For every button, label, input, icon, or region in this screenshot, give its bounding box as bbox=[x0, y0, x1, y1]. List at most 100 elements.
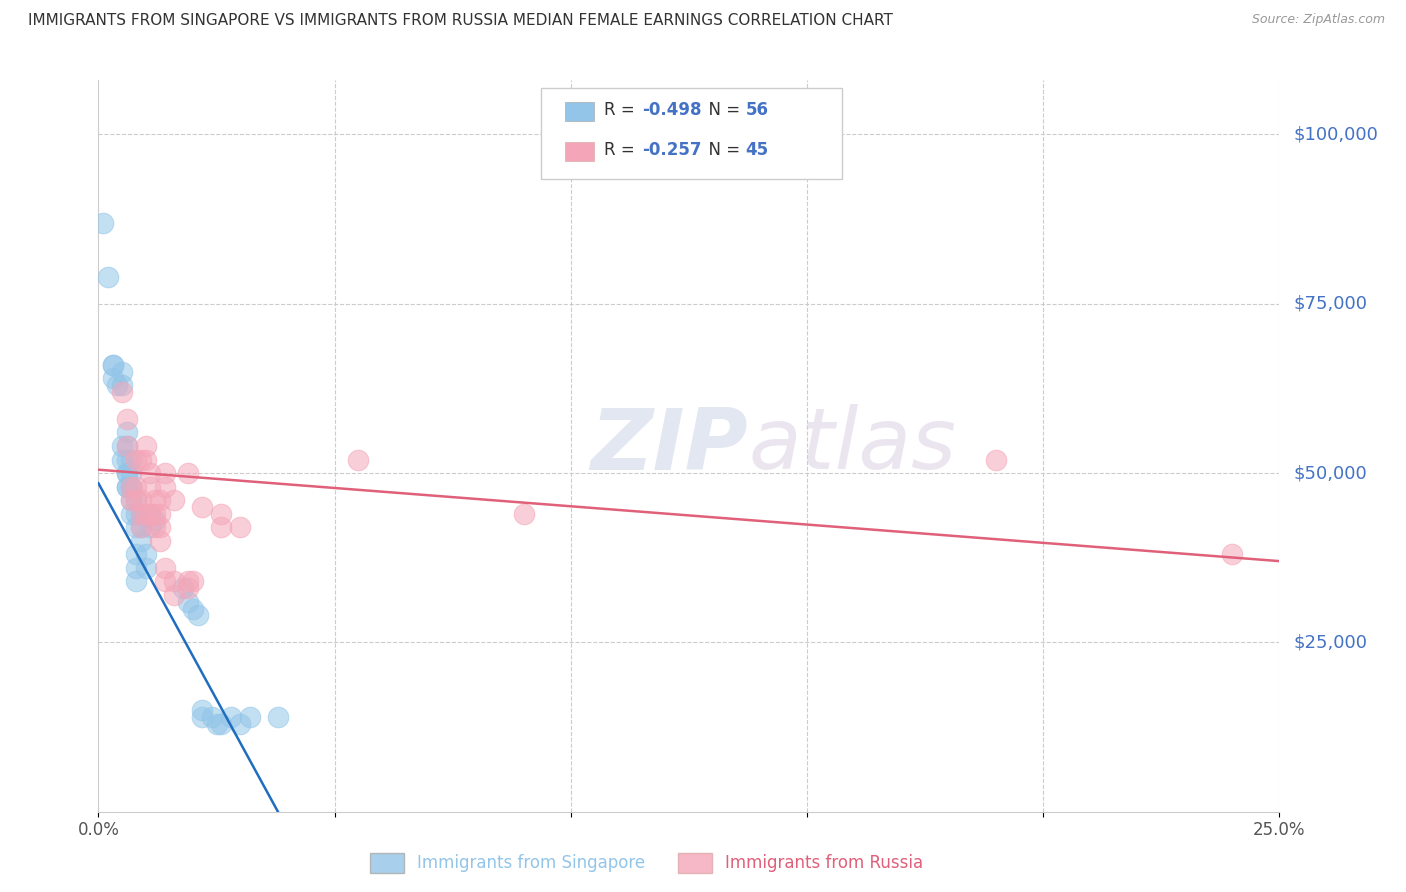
Point bbox=[149, 533, 172, 548]
Point bbox=[153, 574, 176, 589]
Point bbox=[129, 507, 152, 521]
Point bbox=[115, 425, 138, 440]
Point bbox=[115, 466, 138, 480]
Point bbox=[97, 269, 120, 284]
Point bbox=[101, 358, 124, 372]
Point bbox=[177, 574, 200, 589]
Point bbox=[91, 215, 114, 229]
Point bbox=[143, 493, 166, 508]
Point bbox=[139, 507, 162, 521]
Point bbox=[111, 439, 134, 453]
Point bbox=[115, 439, 138, 453]
Point bbox=[209, 507, 232, 521]
Point bbox=[347, 452, 370, 467]
Point bbox=[163, 588, 186, 602]
Point bbox=[135, 452, 157, 467]
Point bbox=[115, 466, 138, 480]
Point bbox=[229, 520, 252, 534]
Point bbox=[191, 703, 214, 717]
Text: 45: 45 bbox=[745, 141, 769, 159]
Text: $75,000: $75,000 bbox=[1294, 294, 1368, 313]
Text: $25,000: $25,000 bbox=[1294, 633, 1368, 651]
Point bbox=[149, 507, 172, 521]
Point bbox=[229, 716, 252, 731]
Point bbox=[115, 480, 138, 494]
Point bbox=[267, 710, 290, 724]
Point bbox=[125, 547, 148, 561]
Point bbox=[163, 493, 186, 508]
Point bbox=[125, 493, 148, 508]
Point bbox=[172, 581, 194, 595]
Point bbox=[135, 439, 157, 453]
Point bbox=[984, 452, 1007, 467]
Bar bbox=[565, 103, 595, 120]
Point bbox=[115, 439, 138, 453]
Text: R =: R = bbox=[605, 141, 640, 159]
Point bbox=[149, 493, 172, 508]
Point bbox=[1220, 547, 1243, 561]
Text: N =: N = bbox=[699, 141, 745, 159]
Point bbox=[139, 520, 162, 534]
Point bbox=[125, 574, 148, 589]
Point bbox=[219, 710, 242, 724]
Point bbox=[177, 595, 200, 609]
Point bbox=[153, 480, 176, 494]
Text: $100,000: $100,000 bbox=[1294, 126, 1378, 144]
Point bbox=[125, 561, 148, 575]
Point bbox=[125, 480, 148, 494]
Point bbox=[129, 452, 152, 467]
Point bbox=[129, 533, 152, 548]
Point bbox=[121, 480, 143, 494]
Text: N =: N = bbox=[699, 101, 745, 119]
Point bbox=[115, 412, 138, 426]
Text: 56: 56 bbox=[745, 101, 769, 119]
Point bbox=[129, 493, 152, 508]
Point bbox=[125, 520, 148, 534]
Point bbox=[205, 716, 228, 731]
Point bbox=[139, 507, 162, 521]
Text: R =: R = bbox=[605, 101, 640, 119]
Point bbox=[177, 581, 200, 595]
Point bbox=[209, 520, 232, 534]
Point bbox=[121, 507, 143, 521]
Point bbox=[181, 574, 204, 589]
Point bbox=[125, 493, 148, 508]
Point bbox=[191, 710, 214, 724]
Point bbox=[512, 507, 534, 521]
Point bbox=[187, 608, 209, 623]
Point bbox=[125, 452, 148, 467]
Point bbox=[191, 500, 214, 514]
Point bbox=[139, 480, 162, 494]
Point bbox=[101, 371, 124, 385]
Point bbox=[135, 507, 157, 521]
Point bbox=[125, 507, 148, 521]
Point bbox=[101, 358, 124, 372]
Text: $50,000: $50,000 bbox=[1294, 464, 1367, 482]
Legend: Immigrants from Singapore, Immigrants from Russia: Immigrants from Singapore, Immigrants fr… bbox=[364, 847, 929, 880]
Point bbox=[111, 378, 134, 392]
Point bbox=[153, 466, 176, 480]
Point bbox=[153, 561, 176, 575]
Point bbox=[143, 520, 166, 534]
Point bbox=[143, 507, 166, 521]
Point bbox=[181, 601, 204, 615]
Point bbox=[111, 364, 134, 378]
Point bbox=[239, 710, 262, 724]
Point bbox=[121, 452, 143, 467]
FancyBboxPatch shape bbox=[541, 87, 842, 179]
Point bbox=[135, 561, 157, 575]
Point bbox=[209, 716, 232, 731]
Text: ZIP: ZIP bbox=[591, 404, 748, 488]
Point bbox=[105, 378, 128, 392]
Point bbox=[129, 507, 152, 521]
Point bbox=[115, 480, 138, 494]
Text: IMMIGRANTS FROM SINGAPORE VS IMMIGRANTS FROM RUSSIA MEDIAN FEMALE EARNINGS CORRE: IMMIGRANTS FROM SINGAPORE VS IMMIGRANTS … bbox=[28, 13, 893, 29]
Point bbox=[115, 452, 138, 467]
Point bbox=[143, 514, 166, 528]
Point bbox=[111, 452, 134, 467]
Text: -0.257: -0.257 bbox=[641, 141, 702, 159]
Bar bbox=[565, 143, 595, 161]
Text: atlas: atlas bbox=[748, 404, 956, 488]
Point bbox=[201, 710, 224, 724]
Point bbox=[121, 480, 143, 494]
